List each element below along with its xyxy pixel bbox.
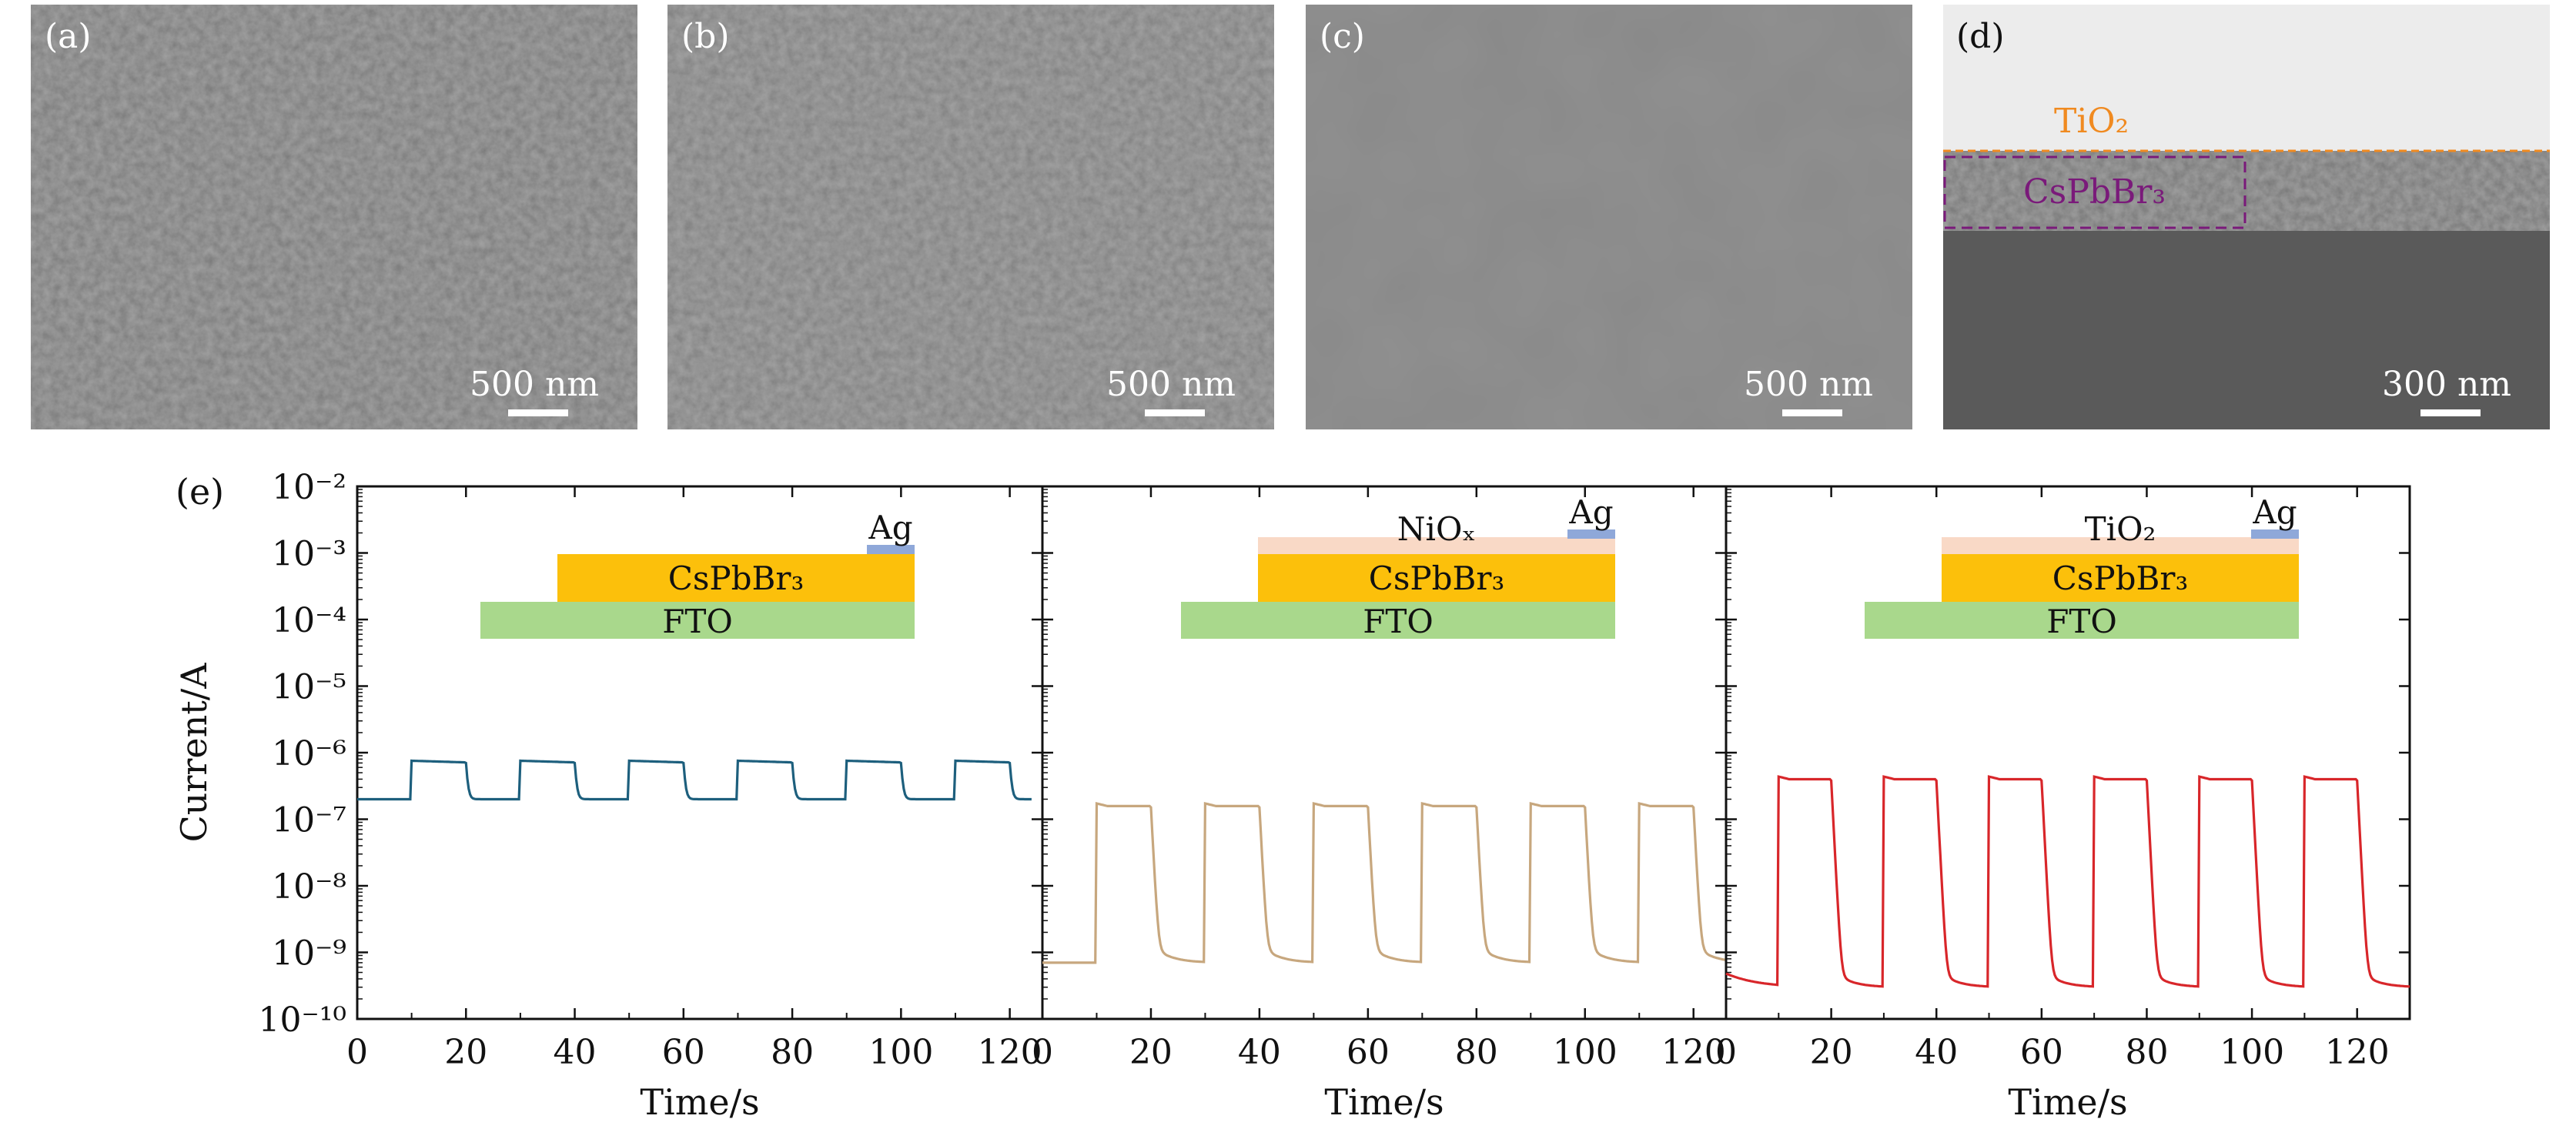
scale-text-c: 500 nm: [1744, 365, 1874, 404]
panel-label-d: (d): [1956, 17, 2005, 56]
panel-label-c: (c): [1320, 17, 1365, 56]
x-tick-label: 0: [1032, 1033, 1053, 1072]
inset-fto-layer: [1865, 602, 2299, 639]
x-tick-label: 20: [444, 1033, 487, 1072]
x-axis-label: Time/s: [640, 1081, 759, 1123]
layer-label-tio2: TiO₂: [2054, 102, 2129, 141]
inset-transport-label: TiO₂: [2085, 510, 2156, 548]
x-tick-label: 100: [2220, 1033, 2284, 1072]
scale-text-b: 500 nm: [1106, 365, 1236, 404]
inset-transport-label: NiOₓ: [1397, 510, 1476, 548]
x-axis-label: Time/s: [2008, 1081, 2127, 1123]
sem-panel-b: [667, 5, 1274, 429]
x-tick-label: 60: [662, 1033, 705, 1072]
chart-3: 0 20 40 60 80 100 120 Time/s FTO CsPbBr₃ TiO₂ Ag: [1715, 485, 2411, 1123]
inset-fto-layer: [1181, 602, 1615, 639]
series-line: [1042, 801, 1727, 964]
panel-label-a: (a): [45, 17, 92, 56]
y-tick-label: 10⁻⁷: [272, 801, 346, 840]
y-tick-label: 10⁻⁸: [272, 867, 346, 907]
inset-transport-layer: [1942, 537, 2299, 554]
scale-bar-b: [1145, 409, 1205, 416]
inset-perovskite-label: CsPbBr₃: [2052, 559, 2189, 597]
series-line: [357, 759, 1032, 801]
x-tick-label: 120: [978, 1033, 1042, 1072]
x-tick-label: 80: [1455, 1033, 1498, 1072]
x-tick-label: 80: [771, 1033, 814, 1072]
x-tick-label: 60: [1347, 1033, 1390, 1072]
scale-bar-c: [1782, 409, 1842, 416]
scale-bar-a: [508, 409, 568, 416]
scale-text-d: 300 nm: [2382, 365, 2512, 404]
x-tick-label: 120: [1661, 1033, 1726, 1072]
inset-perovskite-layer: [557, 554, 915, 602]
inset-perovskite-label: CsPbBr₃: [1369, 559, 1505, 597]
inset-fto-label: FTO: [2046, 603, 2117, 640]
inset-ag-label: Ag: [868, 509, 912, 546]
y-axis-label: Current/A: [173, 663, 215, 843]
x-tick-label: 40: [554, 1033, 597, 1072]
series-line: [1725, 775, 2410, 988]
inset-fto-label: FTO: [662, 603, 733, 640]
x-tick-label: 0: [346, 1033, 368, 1072]
inset-ag-label: Ag: [2252, 493, 2297, 531]
x-tick-label: 20: [1129, 1033, 1173, 1072]
x-tick-label: 100: [1553, 1033, 1618, 1072]
x-tick-label: 80: [2125, 1033, 2168, 1072]
plots: 0 20 40 60 80 100 120 10⁻¹⁰ 10⁻⁹ 10⁻⁸ 10⁻⁷ 10⁻⁶ 10⁻⁵…: [173, 468, 2411, 1123]
x-tick-label: 40: [1915, 1033, 1958, 1072]
inset-ag-contact: [1567, 529, 1615, 539]
y-tick-label: 10⁻⁵: [272, 668, 346, 707]
y-tick-label: 10⁻⁶: [272, 734, 346, 773]
x-tick-label: 60: [2020, 1033, 2063, 1072]
sem-panel-d: [1943, 5, 2550, 429]
layer-label-cspbbr3: CsPbBr₃: [2023, 172, 2166, 212]
chart-2: 0 20 40 60 80 100 120 Time/s FTO CsPbBr₃ NiOₓ Ag: [1032, 485, 1728, 1123]
inset-perovskite-label: CsPbBr₃: [668, 559, 805, 597]
chart-1: 0 20 40 60 80 100 120 10⁻¹⁰ 10⁻⁹ 10⁻⁸ 10⁻⁷ 10⁻⁶ 10⁻⁵…: [173, 468, 1044, 1123]
sem-panel-c: [1306, 5, 1912, 429]
y-tick-label: 10⁻⁴: [272, 601, 346, 640]
x-tick-label: 100: [868, 1033, 933, 1072]
y-tick-label: 10⁻²: [272, 468, 346, 507]
inset-ag-contact: [867, 545, 915, 554]
panel-label-e: (e): [176, 471, 225, 513]
scale-bar-d: [2420, 409, 2481, 416]
x-tick-label: 120: [2325, 1033, 2390, 1072]
inset-ag-label: Ag: [1568, 493, 1613, 531]
inset-fto-layer: [480, 602, 915, 639]
scale-text-a: 500 nm: [470, 365, 600, 404]
inset-perovskite-layer: [1258, 554, 1615, 602]
inset-perovskite-layer: [1942, 554, 2299, 602]
inset-transport-layer: [1258, 537, 1615, 554]
x-tick-label: 0: [1715, 1033, 1737, 1072]
inset-ag-contact: [2251, 529, 2299, 539]
y-tick-label: 10⁻³: [272, 535, 346, 574]
x-axis-label: Time/s: [1324, 1081, 1444, 1123]
x-tick-label: 40: [1238, 1033, 1281, 1072]
y-tick-label: 10⁻⁹: [272, 934, 346, 974]
sem-panel-a: [31, 5, 637, 429]
panel-label-b: (b): [681, 17, 730, 56]
x-tick-label: 20: [1810, 1033, 1853, 1072]
inset-fto-label: FTO: [1363, 603, 1434, 640]
y-tick-label: 10⁻¹⁰: [259, 1000, 347, 1040]
